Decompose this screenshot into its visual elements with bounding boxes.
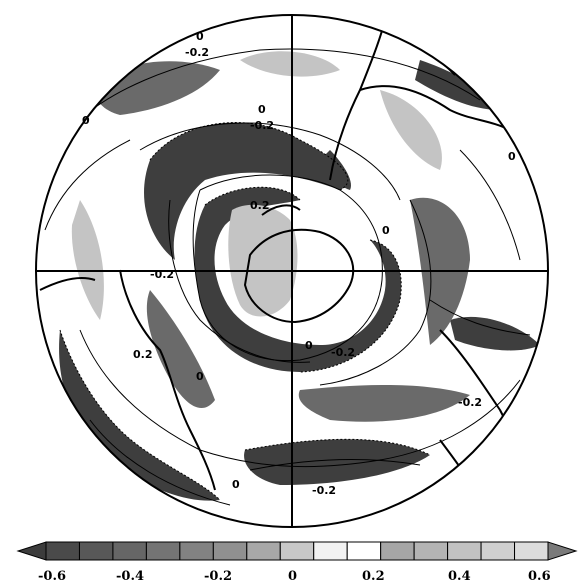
contour-label: 0 [232, 478, 240, 491]
colorbar-tick-label: 0.4 [448, 569, 471, 584]
contour-label: 0 [508, 150, 516, 163]
colorbar-segment [78, 541, 114, 561]
colorbar-segment [346, 541, 382, 561]
colorbar-tick-labels: -0.6 -0.4 -0.2 0 0.2 0.4 0.6 [38, 569, 551, 584]
south-america-coast [329, 19, 386, 181]
colorbar-tick-label: -0.2 [204, 569, 232, 584]
colorbar-segment [480, 541, 516, 561]
contour-label: 0 [382, 224, 390, 237]
colorbar-tick-label: -0.4 [116, 569, 144, 584]
colorbar [16, 541, 578, 561]
colorbar-tick-label: 0 [288, 569, 297, 584]
colorbar-segment [246, 541, 281, 561]
contour-label: 0 [196, 30, 204, 43]
colorbar-segment [112, 541, 147, 561]
australia-coast [119, 269, 216, 491]
colorbar-segment [179, 541, 214, 561]
colorbar-tick-label: 0.6 [528, 569, 551, 584]
colorbar-arrow-right [547, 541, 578, 561]
map-disk [36, 15, 548, 527]
colorbar-segment [447, 541, 482, 561]
contour-label: -0.2 [185, 46, 209, 59]
colorbar-segment [145, 541, 181, 561]
contour-label: 0 [258, 103, 266, 116]
contour-label: 0.2 [133, 348, 153, 361]
colorbar-segment [45, 541, 80, 561]
contour-label: -0.2 [250, 119, 274, 132]
contour-labels: 0 -0.2 0 -0.2 0 0.2 -0.2 0.2 0 -0.2 0 -0… [82, 30, 516, 497]
contour-label: -0.2 [312, 484, 336, 497]
colorbar-segment [413, 541, 449, 561]
contour-label: 0 [305, 339, 313, 352]
colorbar-segment [514, 541, 549, 561]
contour-label: 0.2 [250, 199, 270, 212]
colorbar-segment [380, 541, 415, 561]
antarctic-peninsula [261, 204, 301, 216]
contour-lines [44, 48, 531, 506]
contour-label: 0 [82, 114, 90, 127]
contour-label: -0.2 [150, 268, 174, 281]
colorbar-arrow-left [16, 541, 47, 561]
colorbar-tick-label: -0.6 [38, 569, 66, 584]
colorbar-segment [313, 541, 348, 561]
south-america-east-coast [359, 85, 511, 131]
colorbar-segment [212, 541, 248, 561]
contour-label: -0.2 [331, 346, 355, 359]
contour-label: -0.2 [458, 396, 482, 409]
colorbar-tick-label: 0.2 [362, 569, 385, 584]
contour-label: 0 [196, 370, 204, 383]
colorbar-segment [279, 541, 315, 561]
map-border [35, 14, 549, 528]
